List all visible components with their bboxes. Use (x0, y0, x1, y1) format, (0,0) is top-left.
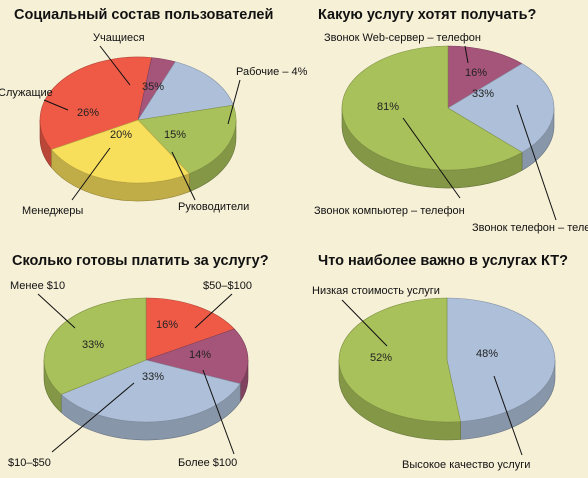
slice-value-label: 33% (472, 88, 494, 100)
pie-slices (43, 297, 249, 423)
slice-label: Звонок Web-сервер – телефон (324, 32, 481, 44)
pie-slice-2 (447, 63, 555, 153)
slice-label: Менеджеры (22, 205, 83, 217)
chart-title: Какую услугу хотят получать? (318, 7, 537, 23)
pie-slice-3 (341, 45, 523, 171)
slice-value-label: 48% (476, 348, 498, 360)
slice-label: Менее $10 (10, 280, 65, 292)
slice-value-label: 16% (156, 319, 178, 331)
leader-line (71, 147, 111, 201)
slice-value-label: 16% (465, 67, 487, 79)
pie-chart-4: Что наиболее важно в услугах КТ? Высокое … (312, 253, 568, 471)
slice-label: $50–$100 (203, 280, 252, 292)
pie-slice-4 (137, 104, 237, 175)
pie-slice-2 (144, 328, 249, 385)
pie-slice-2 (338, 297, 461, 423)
leader-line (99, 45, 131, 86)
slice-value-label: 26% (77, 107, 99, 119)
pie-slice-4 (43, 297, 147, 395)
slice-value-label: 35% (142, 81, 164, 93)
pie-slice-3 (137, 61, 234, 121)
slice-value-label: 20% (110, 129, 132, 141)
pie-chart-2: Какую услугу хотят получать? Звонок Web-с… (314, 7, 588, 234)
slice-label: Низкая стоимость услуги (312, 285, 440, 297)
slice-label: Рабочие – 4% (236, 66, 308, 78)
slice-label: $10–$50 (8, 457, 51, 469)
leader-line (51, 382, 135, 453)
leader-line (37, 293, 76, 329)
leader-line (493, 375, 523, 456)
slice-label: Служащие (0, 87, 53, 99)
pie-slices (39, 56, 237, 184)
slice-value-label: 33% (142, 371, 164, 383)
slice-label: Руководители (178, 201, 249, 213)
leader-line (402, 117, 461, 199)
slice-label: Учащиеся (93, 32, 145, 44)
leader-line (341, 299, 388, 347)
chart-title: Что наиболее важно в услугах КТ? (318, 253, 568, 269)
slice-label: Более $100 (178, 457, 237, 469)
pie-chart-1: Социальный состав пользователей Учащиеся 3… (0, 7, 308, 217)
chart-title: Сколько готовы платить за услугу? (12, 253, 269, 269)
pie-slice-5 (50, 119, 190, 184)
leader-line (202, 369, 235, 455)
slice-value-label: 52% (370, 352, 392, 364)
slice-value-label: 15% (164, 129, 186, 141)
slice-value-label: 14% (189, 349, 211, 361)
leader-line (464, 45, 469, 64)
pie-slice-1 (145, 297, 235, 361)
pie-slices (338, 297, 556, 423)
chart-title: Социальный состав пользователей (14, 7, 273, 23)
leader-line (227, 79, 241, 125)
slice-value-label: 81% (377, 101, 399, 113)
slice-label: Высокое качество услуги (402, 459, 530, 471)
pie-slice-1 (39, 56, 153, 150)
pie-slice-1 (447, 45, 523, 109)
pie-slice-1 (446, 297, 556, 422)
slice-label: Звонок телефон – телефон (472, 222, 588, 234)
pie-slices (341, 45, 555, 171)
leader-line (516, 104, 557, 221)
leader-line (194, 293, 233, 329)
leader-line (43, 99, 69, 111)
pie-chart-3: Сколько готовы платить за услугу? $50–$10… (8, 253, 269, 469)
leader-line (171, 151, 196, 201)
slice-value-label: 33% (82, 339, 104, 351)
slice-label: Звонок компьютер – телефон (314, 205, 465, 217)
